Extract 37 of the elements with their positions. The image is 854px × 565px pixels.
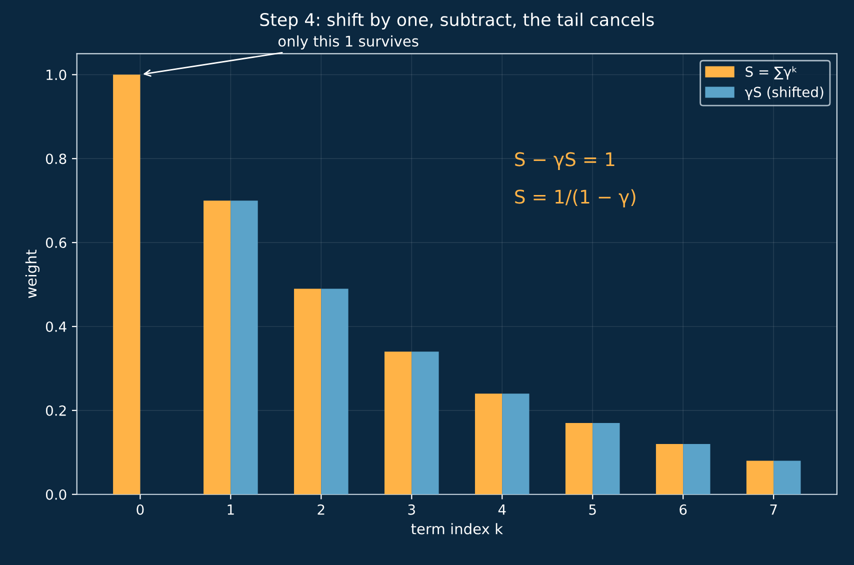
y-tick-label: 0.6 — [46, 238, 66, 248]
x-axis-title: term index k — [411, 523, 503, 534]
x-tick-label: 4 — [498, 504, 506, 515]
chart-title: Step 4: shift by one, subtract, the tail cancels — [260, 12, 654, 30]
bar — [294, 288, 322, 494]
bar — [746, 460, 774, 494]
bar — [774, 460, 801, 494]
annotation: S = 1/(1 − γ) — [515, 189, 636, 208]
annotation: S − γS = 1 — [515, 152, 614, 170]
bar — [656, 444, 684, 494]
x-tick-label: 3 — [408, 504, 415, 515]
bar — [204, 200, 231, 494]
y-tick-label: 1.0 — [46, 70, 66, 80]
legend-label: γS (shifted) — [744, 86, 824, 100]
bar — [592, 423, 620, 494]
y-tick-label: 0.8 — [46, 154, 66, 164]
y-tick-label: 0.0 — [46, 489, 66, 500]
x-tick-label: 1 — [228, 504, 234, 515]
bar — [321, 288, 348, 494]
legend-label: S = ∑γᵏ — [746, 66, 797, 80]
annotation: only this 1 survives — [278, 35, 418, 50]
x-tick-label: 6 — [680, 504, 687, 515]
y-axis-title: weight — [25, 250, 40, 298]
bar — [384, 352, 412, 494]
x-tick-label: 2 — [318, 504, 324, 515]
bar — [683, 444, 710, 494]
bar — [230, 200, 258, 494]
bar — [565, 423, 593, 494]
y-tick-label: 0.2 — [46, 405, 66, 416]
x-tick-label: 7 — [770, 504, 777, 515]
x-tick-label: 5 — [589, 504, 596, 515]
bar — [113, 74, 140, 494]
bar — [412, 352, 439, 494]
bar — [502, 394, 530, 494]
bar — [474, 394, 502, 494]
y-tick-label: 0.4 — [46, 321, 66, 332]
x-tick-label: 0 — [136, 504, 144, 515]
